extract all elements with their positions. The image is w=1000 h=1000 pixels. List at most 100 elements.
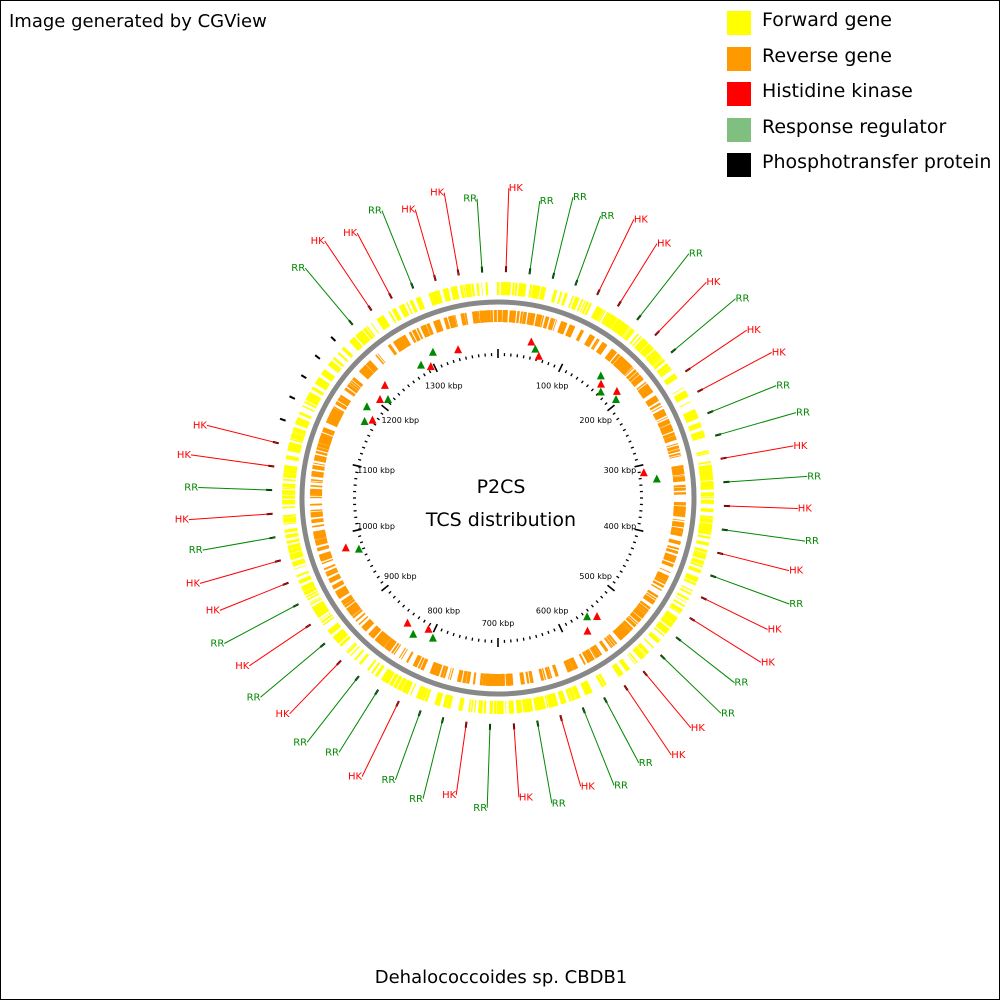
forward-gene-mark bbox=[528, 284, 533, 298]
forward-gene-mark bbox=[366, 325, 376, 338]
reverse-gene-mark bbox=[673, 510, 686, 515]
reverse-gene-mark bbox=[314, 534, 327, 540]
reverse-gene-mark bbox=[664, 437, 677, 443]
forward-gene-mark bbox=[302, 405, 315, 413]
forward-gene-mark bbox=[468, 283, 473, 297]
minor-tick bbox=[392, 595, 396, 599]
callout-rr-label: RR bbox=[463, 194, 477, 205]
forward-gene-mark bbox=[327, 363, 340, 374]
response-regulator-marker bbox=[428, 347, 437, 356]
reverse-gene-mark bbox=[526, 312, 531, 325]
reverse-gene-mark bbox=[517, 311, 520, 324]
histidine-kinase-marker bbox=[593, 612, 601, 620]
minor-tick bbox=[417, 616, 421, 620]
forward-gene-mark bbox=[700, 516, 714, 519]
callout-leader-line bbox=[219, 582, 289, 611]
reverse-gene-mark bbox=[672, 520, 685, 525]
callout-leader-line bbox=[206, 424, 279, 444]
minor-tick bbox=[616, 417, 620, 421]
major-tick bbox=[634, 528, 644, 532]
reverse-gene-mark bbox=[619, 361, 631, 373]
forward-gene-mark bbox=[700, 480, 714, 486]
reverse-gene-mark bbox=[548, 317, 555, 331]
forward-gene-mark bbox=[397, 677, 407, 691]
forward-gene-mark bbox=[382, 669, 393, 683]
reverse-gene-mark bbox=[621, 622, 631, 633]
forward-gene-mark bbox=[442, 694, 450, 708]
forward-gene-mark bbox=[685, 414, 699, 424]
forward-gene-mark bbox=[453, 286, 459, 300]
callout-leader-line bbox=[596, 219, 635, 296]
forward-gene-mark bbox=[285, 455, 299, 462]
minor-tick bbox=[402, 604, 406, 608]
reverse-gene-mark bbox=[623, 366, 633, 376]
forward-gene-mark bbox=[471, 283, 476, 297]
reverse-gene-mark bbox=[311, 470, 324, 475]
reverse-gene-mark bbox=[401, 335, 410, 348]
response-regulator-marker bbox=[583, 612, 592, 621]
forward-gene-mark bbox=[380, 668, 389, 680]
forward-gene-mark bbox=[296, 417, 310, 425]
forward-gene-mark bbox=[339, 635, 351, 647]
forward-gene-mark bbox=[517, 283, 523, 297]
forward-gene-mark bbox=[673, 598, 686, 608]
reverse-gene-mark bbox=[358, 615, 369, 626]
forward-gene-mark bbox=[511, 282, 515, 296]
histidine-kinase-marker bbox=[527, 337, 536, 346]
forward-gene-mark bbox=[282, 478, 296, 482]
forward-gene-mark bbox=[660, 368, 672, 378]
forward-gene-mark bbox=[485, 282, 489, 296]
minor-tick bbox=[471, 355, 474, 359]
forward-gene-mark bbox=[305, 590, 319, 598]
forward-gene-mark bbox=[656, 623, 669, 633]
reverse-gene-mark bbox=[631, 375, 643, 385]
reverse-gene-mark bbox=[552, 319, 558, 331]
reverse-gene-mark bbox=[657, 418, 670, 427]
forward-gene-mark bbox=[700, 507, 714, 513]
reverse-gene-mark bbox=[312, 524, 325, 528]
reverse-gene-mark bbox=[317, 442, 330, 450]
reverse-gene-mark bbox=[310, 512, 323, 518]
reverse-gene-mark bbox=[645, 592, 657, 600]
callout-hk-label: HK bbox=[442, 790, 457, 801]
reverse-gene-mark bbox=[313, 531, 326, 536]
reverse-gene-mark bbox=[400, 648, 408, 660]
reverse-gene-mark bbox=[661, 429, 674, 436]
forward-gene-mark bbox=[287, 448, 301, 454]
reverse-gene-mark bbox=[538, 668, 545, 681]
reverse-gene-mark bbox=[342, 596, 354, 606]
callout-leader-line bbox=[443, 192, 460, 276]
minor-tick bbox=[541, 359, 544, 364]
reverse-gene-mark bbox=[448, 315, 455, 329]
callout-leader-line bbox=[422, 717, 444, 799]
forward-gene-mark bbox=[690, 561, 704, 568]
forward-gene-mark bbox=[541, 287, 547, 301]
minor-tick bbox=[637, 471, 641, 474]
forward-gene-mark bbox=[363, 328, 373, 340]
reverse-gene-mark bbox=[335, 401, 348, 411]
callout-leader-line bbox=[361, 700, 400, 777]
forward-gene-mark bbox=[665, 375, 678, 386]
forward-gene-mark bbox=[389, 673, 399, 687]
forward-gene-mark bbox=[608, 316, 618, 330]
callout-rr-label: RR bbox=[189, 545, 203, 556]
callout-hk-label: HK bbox=[343, 228, 358, 239]
reverse-gene-mark bbox=[313, 532, 327, 538]
reverse-gene-mark bbox=[618, 624, 629, 636]
callout-leader-line bbox=[723, 475, 808, 483]
reverse-gene-mark bbox=[423, 325, 429, 337]
callout-rr-label: RR bbox=[689, 249, 703, 260]
forward-gene-mark bbox=[639, 343, 651, 355]
reverse-gene-mark bbox=[564, 659, 573, 673]
reverse-gene-mark bbox=[420, 326, 427, 338]
reverse-gene-mark bbox=[312, 466, 325, 471]
reverse-gene-mark bbox=[465, 671, 472, 684]
forward-gene-mark bbox=[679, 587, 692, 596]
forward-gene-mark bbox=[698, 526, 712, 530]
forward-gene-mark bbox=[640, 344, 651, 355]
forward-gene-mark bbox=[391, 307, 402, 322]
forward-gene-mark bbox=[311, 386, 325, 396]
forward-gene-mark bbox=[304, 400, 317, 409]
forward-gene-mark bbox=[397, 677, 405, 690]
forward-gene-mark bbox=[521, 283, 526, 297]
